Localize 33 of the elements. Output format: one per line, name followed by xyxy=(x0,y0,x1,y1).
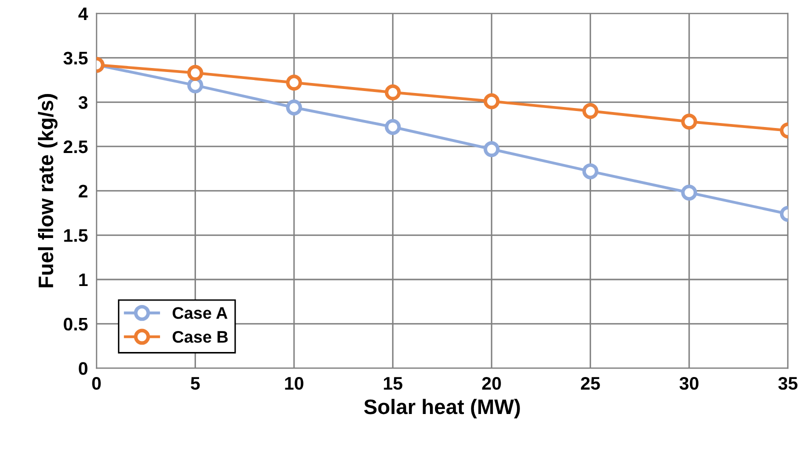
y-tick-label: 2.5 xyxy=(64,140,88,154)
y-tick-label: 3.5 xyxy=(63,52,88,65)
point xyxy=(384,118,401,135)
x-axis-title: Solar heat (MW) xyxy=(364,398,520,418)
x-tick-label: 25 xyxy=(580,376,600,390)
y-tick-label: 0 xyxy=(78,362,88,375)
y-tick-label: 1.5 xyxy=(64,229,88,242)
point xyxy=(286,74,302,91)
legend-label: Case A xyxy=(172,307,228,319)
x-tick-label: 0 xyxy=(92,376,101,390)
point xyxy=(484,141,500,158)
x-tick-label: 5 xyxy=(190,377,200,390)
point xyxy=(582,103,598,119)
point xyxy=(187,77,204,94)
point xyxy=(187,64,204,81)
y-tick-label: 4 xyxy=(78,8,88,20)
point xyxy=(681,114,698,130)
x-tick-label: 30 xyxy=(680,376,698,390)
y-tick-label: 3 xyxy=(78,96,88,109)
x-tick-label: 10 xyxy=(285,376,304,390)
point xyxy=(484,93,500,110)
point xyxy=(286,99,302,116)
point xyxy=(681,184,698,201)
x-tick-label: 15 xyxy=(384,377,402,390)
x-tick-label: 20 xyxy=(482,376,501,390)
point xyxy=(582,163,598,180)
point xyxy=(384,84,401,100)
y-tick-label: 1 xyxy=(79,274,88,286)
legend-label: Case B xyxy=(172,330,228,343)
y-tick-label: 0.5 xyxy=(64,318,88,331)
y-axis-title: Fuel flow rate (kg/s) xyxy=(38,94,58,288)
y-tick-label: 2 xyxy=(78,184,88,198)
x-tick-label: 35 xyxy=(778,376,798,390)
